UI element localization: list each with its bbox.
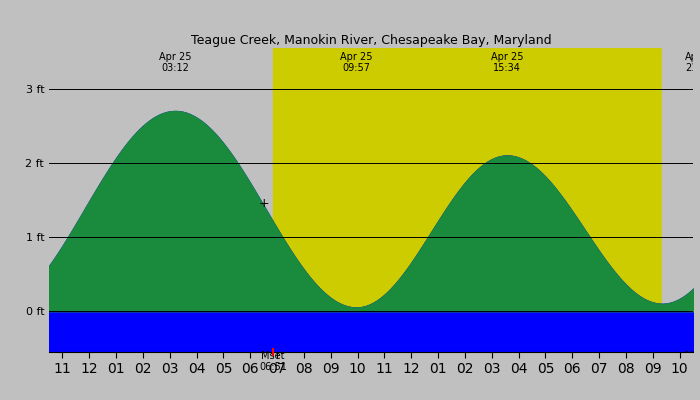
Text: +: + xyxy=(258,197,269,210)
Text: Mset
06:51: Mset 06:51 xyxy=(259,350,287,372)
Text: Apr 25
09:57: Apr 25 09:57 xyxy=(340,52,372,73)
Text: Apr 25
15:34: Apr 25 15:34 xyxy=(491,52,523,73)
Text: Apr
21: Apr 21 xyxy=(685,52,700,73)
Bar xyxy=(49,48,273,352)
Bar xyxy=(662,48,693,352)
Title: Teague Creek, Manokin River, Chesapeake Bay, Maryland: Teague Creek, Manokin River, Chesapeake … xyxy=(190,34,552,47)
Text: Apr 25
03:12: Apr 25 03:12 xyxy=(159,52,191,73)
Text: M
21: M 21 xyxy=(685,350,697,372)
Bar xyxy=(273,48,662,352)
